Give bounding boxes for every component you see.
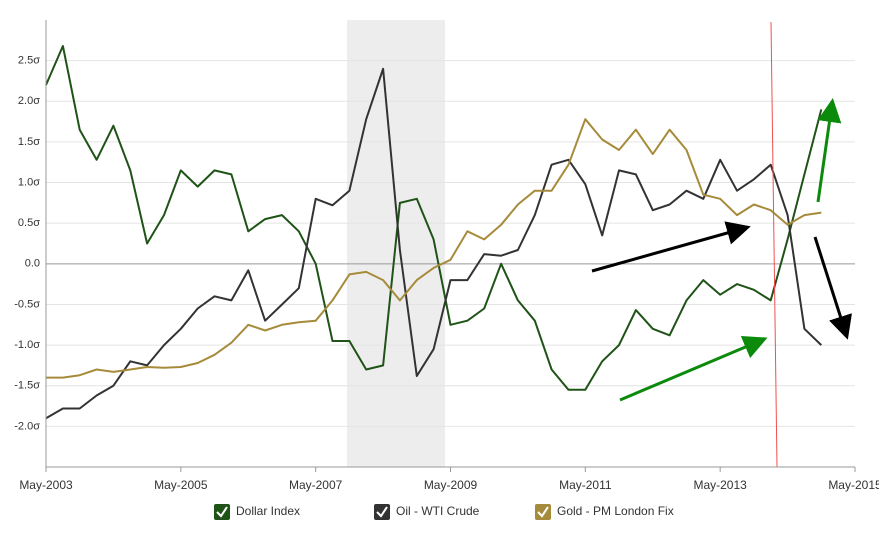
y-tick-label: 0.0 <box>25 258 40 270</box>
legend-check <box>216 506 228 518</box>
legend-item[interactable]: Oil - WTI Crude <box>374 504 480 520</box>
arrow <box>619 335 768 402</box>
legend-item[interactable]: Dollar Index <box>214 504 300 520</box>
y-tick-label: 0.5σ <box>18 217 40 229</box>
y-tick-label: 2.0σ <box>18 95 40 107</box>
y-tick-label: -2.0σ <box>14 420 40 432</box>
arrow <box>813 236 852 340</box>
series-line <box>45 45 823 391</box>
x-tick-label: May-2009 <box>424 478 478 492</box>
legend-swatch <box>535 504 551 520</box>
series-line <box>45 67 822 420</box>
legend-label: Gold - PM London Fix <box>557 504 674 518</box>
series-line <box>46 118 822 379</box>
x-tick-label: May-2007 <box>289 478 343 492</box>
y-tick-label: -1.0σ <box>14 339 40 351</box>
y-tick-label: 2.5σ <box>18 55 40 67</box>
x-tick-label: May-2015 <box>828 478 879 492</box>
arrow <box>591 221 751 273</box>
legend-check <box>537 506 549 518</box>
marker-line <box>770 21 778 468</box>
legend-item[interactable]: Gold - PM London Fix <box>535 504 674 520</box>
x-tick-label: May-2013 <box>693 478 747 492</box>
legend-swatch <box>374 504 390 520</box>
x-tick-label: May-2003 <box>19 478 73 492</box>
y-tick-label: -0.5σ <box>14 298 40 310</box>
legend-label: Oil - WTI Crude <box>396 504 480 518</box>
legend-label: Dollar Index <box>236 504 300 518</box>
y-tick-label: 1.5σ <box>18 136 40 148</box>
y-tick-label: -1.5σ <box>14 380 40 392</box>
x-tick-label: May-2005 <box>154 478 208 492</box>
y-tick-label: 1.0σ <box>18 176 40 188</box>
legend-swatch <box>214 504 230 520</box>
x-tick-label: May-2011 <box>559 478 612 492</box>
arrow <box>816 98 842 203</box>
legend-check <box>376 506 388 518</box>
